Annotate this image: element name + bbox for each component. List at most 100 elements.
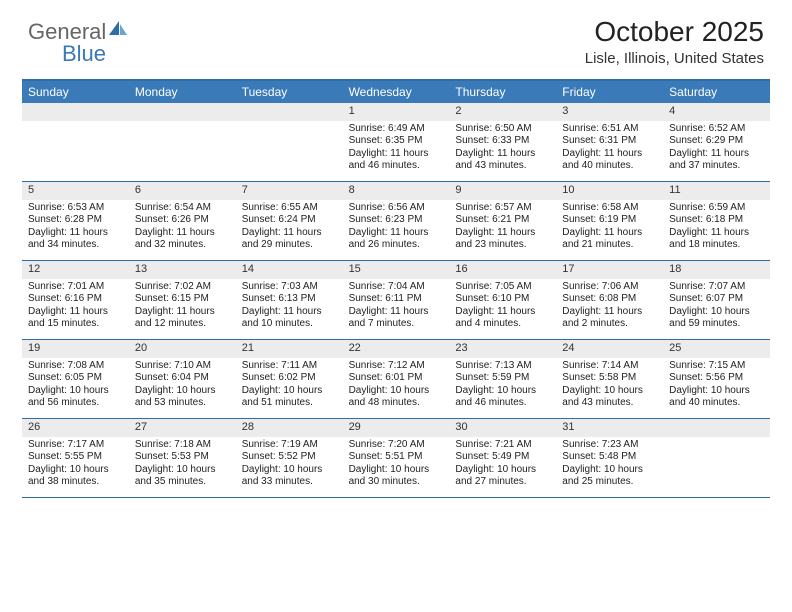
day-number: 16 [449, 261, 556, 279]
daylight-text: Daylight: 10 hours [455, 385, 550, 398]
week-row: 5Sunrise: 6:53 AMSunset: 6:28 PMDaylight… [22, 182, 770, 261]
day-cell: 16Sunrise: 7:05 AMSunset: 6:10 PMDayligh… [449, 261, 556, 339]
sunset-text: Sunset: 6:04 PM [135, 372, 230, 385]
daylight-text: Daylight: 11 hours [28, 227, 123, 240]
sunset-text: Sunset: 5:48 PM [562, 451, 657, 464]
sunrise-text: Sunrise: 7:14 AM [562, 360, 657, 373]
day-cell: 27Sunrise: 7:18 AMSunset: 5:53 PMDayligh… [129, 419, 236, 497]
daylight-text: and 59 minutes. [669, 318, 764, 331]
daylight-text: and 34 minutes. [28, 239, 123, 252]
day-body: Sunrise: 6:49 AMSunset: 6:35 PMDaylight:… [343, 121, 450, 177]
daylight-text: and 2 minutes. [562, 318, 657, 331]
day-body: Sunrise: 7:19 AMSunset: 5:52 PMDaylight:… [236, 437, 343, 493]
daylight-text: and 53 minutes. [135, 397, 230, 410]
sunrise-text: Sunrise: 7:12 AM [349, 360, 444, 373]
sunset-text: Sunset: 6:01 PM [349, 372, 444, 385]
day-cell: 29Sunrise: 7:20 AMSunset: 5:51 PMDayligh… [343, 419, 450, 497]
day-body: Sunrise: 7:13 AMSunset: 5:59 PMDaylight:… [449, 358, 556, 414]
daylight-text: Daylight: 10 hours [28, 385, 123, 398]
day-cell [129, 103, 236, 181]
day-cell: 6Sunrise: 6:54 AMSunset: 6:26 PMDaylight… [129, 182, 236, 260]
dow-header: Friday [556, 81, 663, 103]
day-body: Sunrise: 6:51 AMSunset: 6:31 PMDaylight:… [556, 121, 663, 177]
sunset-text: Sunset: 6:35 PM [349, 135, 444, 148]
daylight-text: and 7 minutes. [349, 318, 444, 331]
daylight-text: Daylight: 11 hours [349, 306, 444, 319]
day-number: 24 [556, 340, 663, 358]
day-body: Sunrise: 7:17 AMSunset: 5:55 PMDaylight:… [22, 437, 129, 493]
daylight-text: Daylight: 11 hours [135, 306, 230, 319]
sunset-text: Sunset: 6:19 PM [562, 214, 657, 227]
day-number [22, 103, 129, 121]
dow-header: Monday [129, 81, 236, 103]
sunset-text: Sunset: 6:23 PM [349, 214, 444, 227]
month-title: October 2025 [585, 16, 764, 48]
daylight-text: Daylight: 10 hours [135, 385, 230, 398]
daylight-text: Daylight: 11 hours [242, 306, 337, 319]
sunrise-text: Sunrise: 6:59 AM [669, 202, 764, 215]
day-number: 15 [343, 261, 450, 279]
daylight-text: and 40 minutes. [562, 160, 657, 173]
daylight-text: and 43 minutes. [562, 397, 657, 410]
daylight-text: and 21 minutes. [562, 239, 657, 252]
day-body: Sunrise: 7:02 AMSunset: 6:15 PMDaylight:… [129, 279, 236, 335]
sunrise-text: Sunrise: 6:50 AM [455, 123, 550, 136]
daylight-text: Daylight: 10 hours [562, 464, 657, 477]
week-row: 26Sunrise: 7:17 AMSunset: 5:55 PMDayligh… [22, 419, 770, 498]
day-number: 9 [449, 182, 556, 200]
daylight-text: Daylight: 11 hours [669, 148, 764, 161]
day-cell: 10Sunrise: 6:58 AMSunset: 6:19 PMDayligh… [556, 182, 663, 260]
day-body: Sunrise: 7:03 AMSunset: 6:13 PMDaylight:… [236, 279, 343, 335]
daylight-text: Daylight: 11 hours [562, 227, 657, 240]
daylight-text: Daylight: 11 hours [242, 227, 337, 240]
sunset-text: Sunset: 5:58 PM [562, 372, 657, 385]
day-number: 29 [343, 419, 450, 437]
sunrise-text: Sunrise: 7:20 AM [349, 439, 444, 452]
day-cell: 9Sunrise: 6:57 AMSunset: 6:21 PMDaylight… [449, 182, 556, 260]
sunset-text: Sunset: 6:05 PM [28, 372, 123, 385]
day-cell: 13Sunrise: 7:02 AMSunset: 6:15 PMDayligh… [129, 261, 236, 339]
sunset-text: Sunset: 6:15 PM [135, 293, 230, 306]
sail-icon [108, 19, 130, 45]
day-body: Sunrise: 6:57 AMSunset: 6:21 PMDaylight:… [449, 200, 556, 256]
day-cell: 7Sunrise: 6:55 AMSunset: 6:24 PMDaylight… [236, 182, 343, 260]
day-number: 23 [449, 340, 556, 358]
sunset-text: Sunset: 5:53 PM [135, 451, 230, 464]
day-number [236, 103, 343, 121]
sunset-text: Sunset: 5:56 PM [669, 372, 764, 385]
daylight-text: Daylight: 10 hours [455, 464, 550, 477]
sunset-text: Sunset: 6:28 PM [28, 214, 123, 227]
day-body: Sunrise: 7:14 AMSunset: 5:58 PMDaylight:… [556, 358, 663, 414]
day-cell: 25Sunrise: 7:15 AMSunset: 5:56 PMDayligh… [663, 340, 770, 418]
daylight-text: Daylight: 10 hours [669, 306, 764, 319]
sunrise-text: Sunrise: 7:08 AM [28, 360, 123, 373]
daylight-text: and 43 minutes. [455, 160, 550, 173]
day-number: 14 [236, 261, 343, 279]
sunset-text: Sunset: 5:59 PM [455, 372, 550, 385]
daylight-text: and 51 minutes. [242, 397, 337, 410]
title-block: October 2025 Lisle, Illinois, United Sta… [585, 16, 764, 67]
day-body: Sunrise: 6:50 AMSunset: 6:33 PMDaylight:… [449, 121, 556, 177]
daylight-text: and 29 minutes. [242, 239, 337, 252]
daylight-text: Daylight: 10 hours [562, 385, 657, 398]
sunrise-text: Sunrise: 6:54 AM [135, 202, 230, 215]
daylight-text: Daylight: 10 hours [349, 385, 444, 398]
sunrise-text: Sunrise: 7:13 AM [455, 360, 550, 373]
day-number: 19 [22, 340, 129, 358]
day-cell: 21Sunrise: 7:11 AMSunset: 6:02 PMDayligh… [236, 340, 343, 418]
day-number: 28 [236, 419, 343, 437]
day-body: Sunrise: 7:08 AMSunset: 6:05 PMDaylight:… [22, 358, 129, 414]
day-body: Sunrise: 7:05 AMSunset: 6:10 PMDaylight:… [449, 279, 556, 335]
day-cell: 26Sunrise: 7:17 AMSunset: 5:55 PMDayligh… [22, 419, 129, 497]
day-body: Sunrise: 7:12 AMSunset: 6:01 PMDaylight:… [343, 358, 450, 414]
sunrise-text: Sunrise: 7:19 AM [242, 439, 337, 452]
daylight-text: and 48 minutes. [349, 397, 444, 410]
daylight-text: Daylight: 11 hours [455, 227, 550, 240]
day-cell: 12Sunrise: 7:01 AMSunset: 6:16 PMDayligh… [22, 261, 129, 339]
sunset-text: Sunset: 6:24 PM [242, 214, 337, 227]
sunrise-text: Sunrise: 6:55 AM [242, 202, 337, 215]
daylight-text: Daylight: 11 hours [349, 148, 444, 161]
day-body: Sunrise: 6:52 AMSunset: 6:29 PMDaylight:… [663, 121, 770, 177]
sunrise-text: Sunrise: 7:01 AM [28, 281, 123, 294]
day-cell: 4Sunrise: 6:52 AMSunset: 6:29 PMDaylight… [663, 103, 770, 181]
